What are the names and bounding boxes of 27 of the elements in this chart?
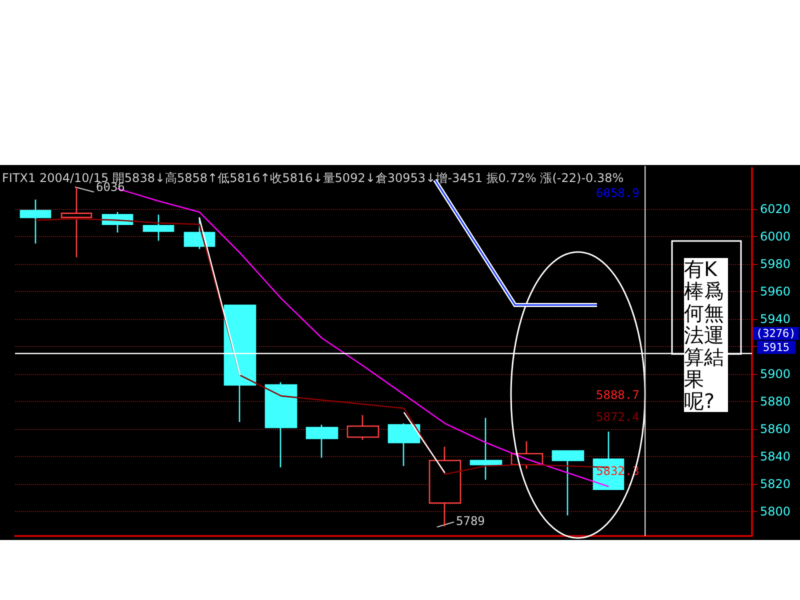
y-tick-label: 6000 (760, 230, 791, 244)
y-tick-label: 5880 (760, 394, 791, 408)
annotation: 5789 (456, 514, 485, 528)
candlestick (306, 424, 338, 458)
y-tick-label: 5980 (760, 257, 791, 272)
annotation: 5872.4 (596, 410, 640, 424)
y-tick-label: 5840 (760, 449, 791, 464)
y-tick-label: 5960 (760, 284, 791, 299)
ref-line-label: 5915 (763, 340, 790, 354)
candlestick (346, 414, 380, 441)
y-tick-label: 5820 (760, 476, 791, 491)
candlestick (224, 304, 256, 423)
y-tick-label: 6020 (760, 202, 791, 216)
annotation: 有K棒爲何無法運算結果呢? (684, 257, 728, 413)
y-tick-label: 5860 (760, 422, 791, 436)
candlestick (142, 214, 174, 242)
y-tick-label: 5800 (760, 504, 791, 518)
y-tick-label: 5900 (760, 366, 791, 381)
candlestick (470, 417, 502, 480)
candlestick (264, 382, 298, 468)
annotation: 5888.7 (596, 388, 640, 402)
text: (3276) (756, 327, 796, 340)
annotation: 6058.9 (596, 186, 640, 200)
candlestick (552, 450, 584, 516)
candlestick (388, 422, 420, 467)
y-tick-label: 5940 (760, 312, 791, 326)
candlestick (20, 198, 52, 244)
